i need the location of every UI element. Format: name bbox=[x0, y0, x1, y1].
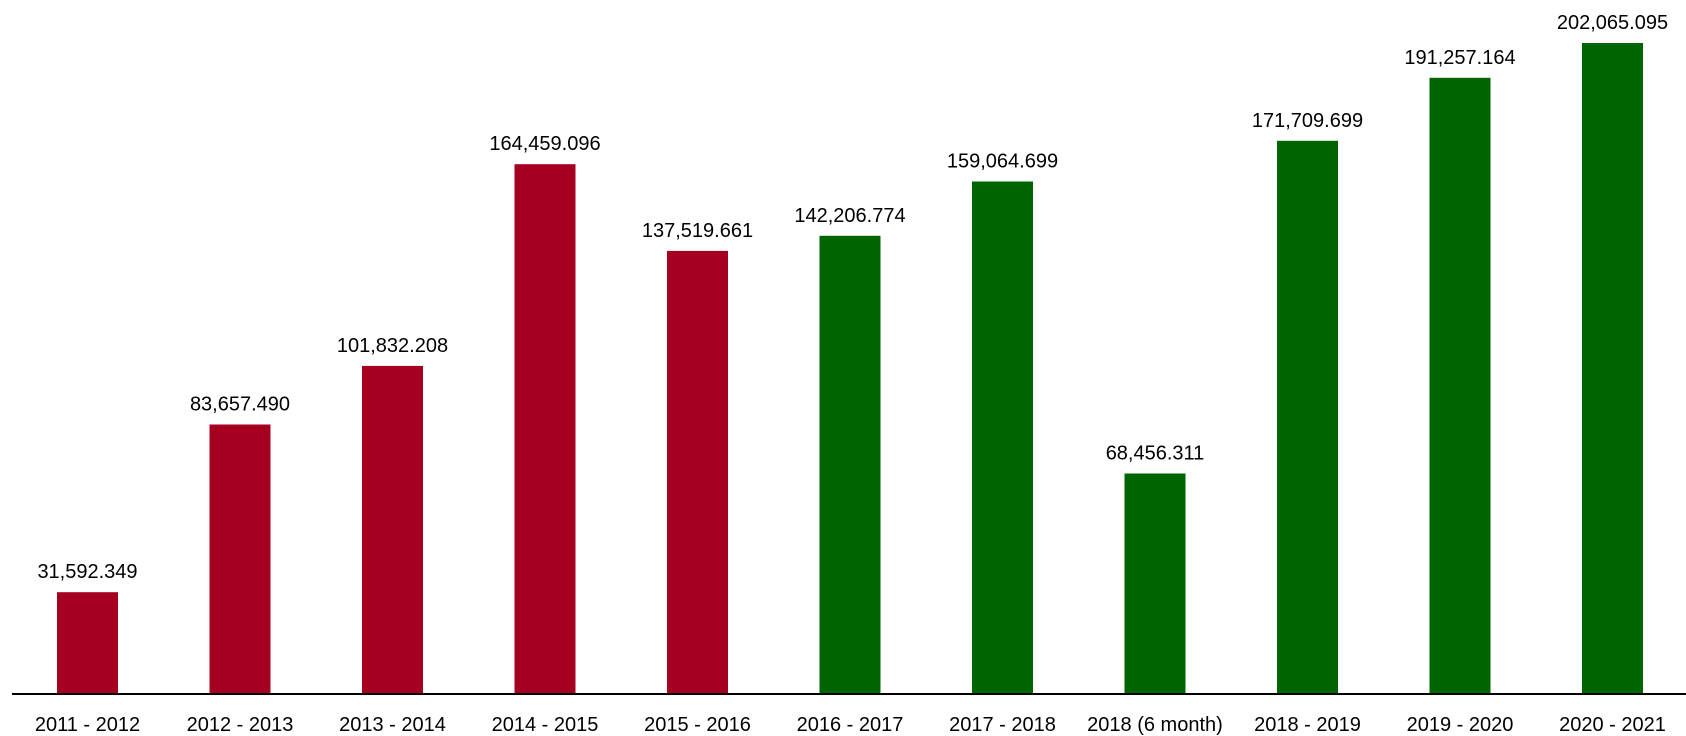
x-tick-label-9: 2019 - 2020 bbox=[1407, 714, 1514, 736]
value-label-3: 164,459.096 bbox=[489, 133, 600, 155]
bar-4 bbox=[667, 250, 728, 694]
value-label-5: 142,206.774 bbox=[794, 205, 905, 227]
bar-9 bbox=[1429, 77, 1491, 695]
value-label-1: 83,657.490 bbox=[190, 394, 290, 416]
value-label-0: 31,592.349 bbox=[37, 561, 137, 583]
bars-layer bbox=[57, 43, 1643, 695]
x-tick-label-6: 2017 - 2018 bbox=[949, 714, 1056, 736]
value-label-10: 202,065.095 bbox=[1557, 12, 1668, 34]
bar-8 bbox=[1277, 140, 1338, 695]
bar-2 bbox=[362, 365, 423, 694]
bar-5 bbox=[819, 235, 881, 695]
x-tick-label-5: 2016 - 2017 bbox=[797, 714, 904, 736]
x-tick-label-4: 2015 - 2016 bbox=[644, 714, 751, 736]
bar-10 bbox=[1582, 43, 1643, 694]
value-labels-layer: 31,592.349 83,657.490 101,832.208 164,459.0… bbox=[37, 12, 1668, 583]
tick-labels-layer: 2011 - 2012 2012 - 2013 2013 - 2014 2014 - … bbox=[35, 714, 1666, 736]
bar-1 bbox=[209, 424, 271, 694]
bar-3 bbox=[514, 164, 576, 694]
x-tick-label-10: 2020 - 2021 bbox=[1559, 714, 1666, 736]
x-tick-label-2: 2013 - 2014 bbox=[339, 714, 446, 736]
x-tick-label-0: 2011 - 2012 bbox=[35, 714, 140, 736]
value-label-2: 101,832.208 bbox=[337, 335, 448, 357]
x-tick-label-8: 2018 - 2019 bbox=[1254, 714, 1361, 736]
value-label-8: 171,709.699 bbox=[1252, 110, 1363, 132]
value-label-4: 137,519.661 bbox=[642, 220, 753, 242]
x-tick-label-7: 2018 (6 month) bbox=[1087, 714, 1223, 736]
x-tick-label-3: 2014 - 2015 bbox=[492, 714, 599, 736]
bar-7 bbox=[1124, 473, 1186, 694]
x-tick-label-1: 2012 - 2013 bbox=[187, 714, 294, 736]
value-label-6: 159,064.699 bbox=[947, 151, 1058, 173]
bar-6 bbox=[972, 181, 1033, 694]
value-label-7: 68,456.311 bbox=[1106, 443, 1205, 465]
bar-0 bbox=[57, 592, 118, 694]
value-label-9: 191,257.164 bbox=[1404, 47, 1515, 69]
